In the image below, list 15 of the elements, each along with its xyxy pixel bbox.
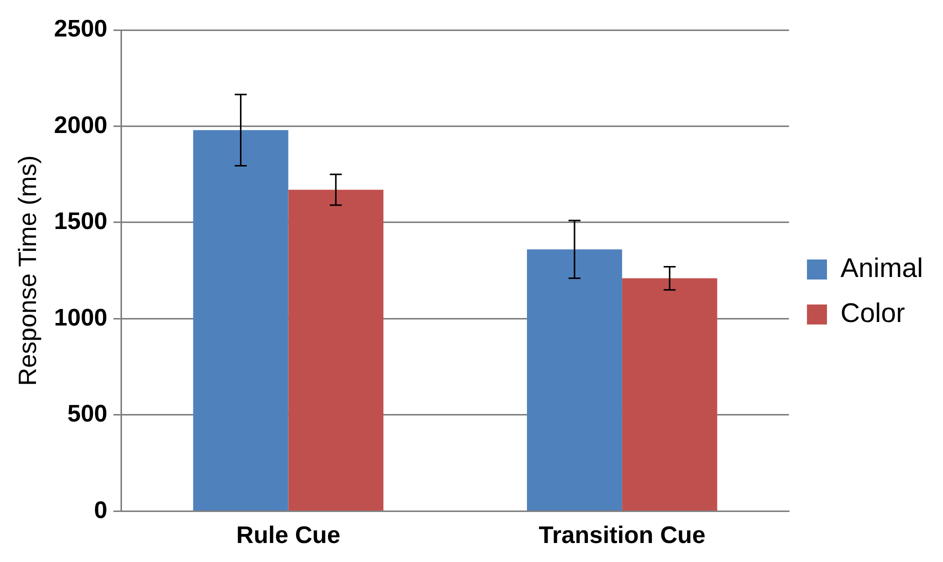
y-tick-label: 2500: [54, 16, 108, 43]
bar: [288, 190, 384, 510]
bar: [526, 249, 622, 510]
bar: [622, 278, 718, 510]
y-tick-label: 500: [67, 400, 108, 428]
legend-label: Color: [840, 298, 905, 328]
bar: [193, 130, 288, 510]
legend-label: Animal: [840, 252, 923, 283]
x-tick-label: Rule Cue: [236, 522, 340, 550]
y-tick-label: 0: [94, 496, 108, 524]
y-axis-title: Response Time (ms): [14, 155, 42, 386]
x-tick-label: Transition Cue: [538, 522, 706, 550]
y-tick-label: 1000: [54, 304, 108, 332]
y-tick-label: 1500: [54, 208, 108, 236]
y-tick-label: 2000: [54, 112, 108, 139]
